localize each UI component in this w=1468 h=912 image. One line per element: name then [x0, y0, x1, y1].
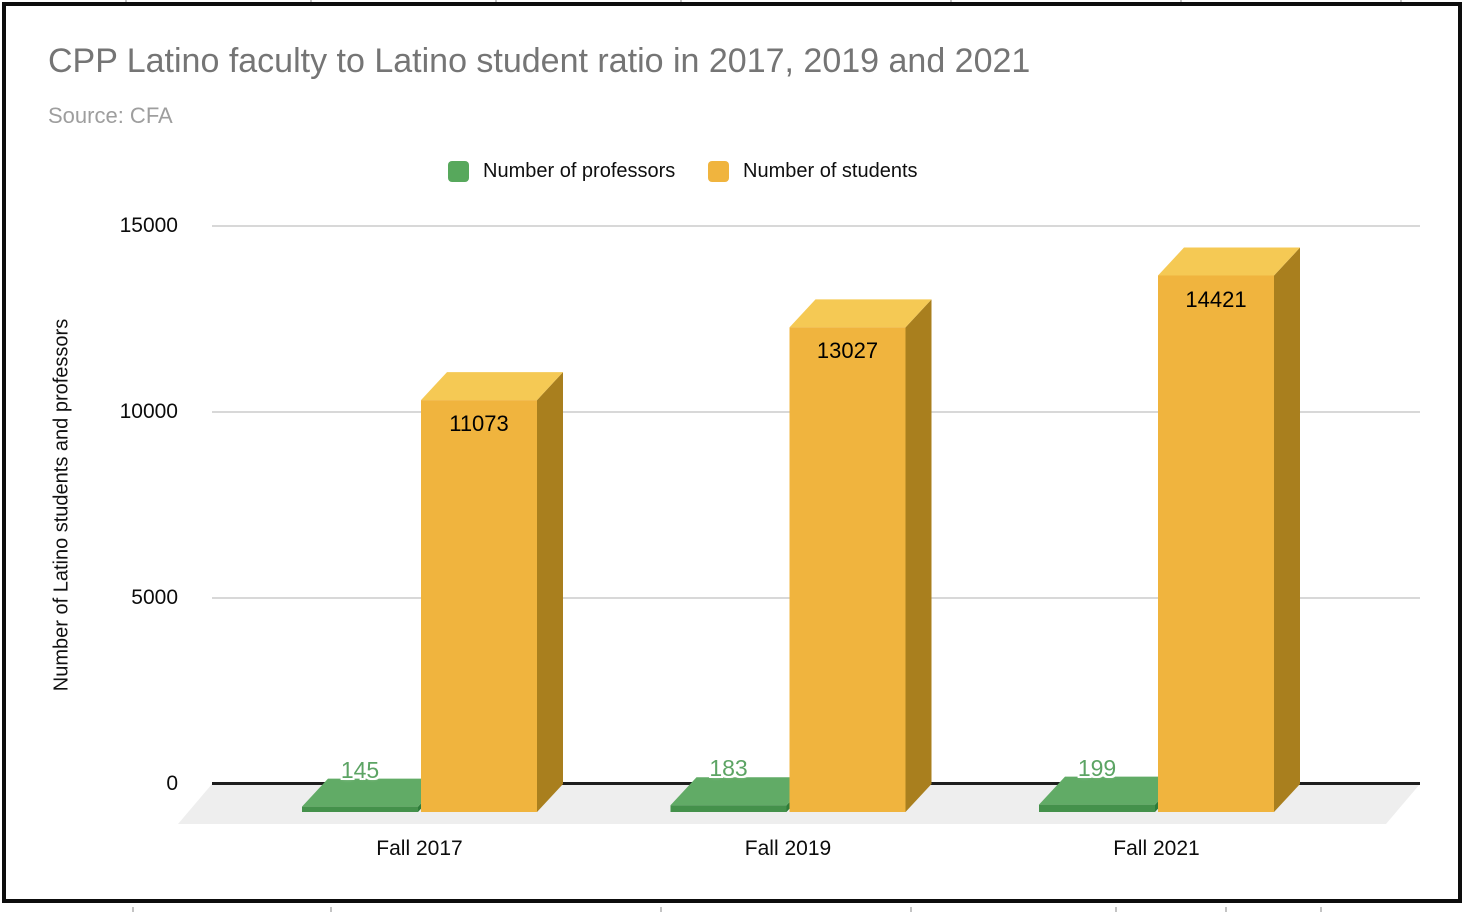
edge-tick: [1115, 907, 1117, 912]
bar-front-face: [302, 806, 418, 813]
edge-tick: [495, 0, 497, 3]
legend-label-professors: Number of professors: [483, 159, 676, 182]
data-label-professors: 145: [340, 756, 380, 783]
x-tick-label: Fall 2019: [744, 837, 832, 860]
edge-tick: [1180, 0, 1182, 3]
data-label-professors: 199: [1077, 754, 1117, 781]
y-tick-label: 10000: [119, 400, 178, 423]
legend-swatch-professors: [448, 160, 469, 182]
y-tick-label: 15000: [119, 214, 178, 237]
bar-top-face: [1158, 247, 1300, 276]
edge-tick: [660, 907, 662, 912]
chart-subtitle: Source: CFA: [48, 103, 173, 128]
data-label-professors: 183: [709, 755, 748, 782]
bar-side-face: [537, 372, 563, 812]
edge-tick: [950, 0, 952, 3]
edge-tick: [1225, 907, 1227, 912]
bar-side-face: [1274, 247, 1300, 813]
legend-label-students: Number of students: [743, 159, 918, 182]
legend-swatch-students: [708, 160, 729, 182]
bar-front-face: [1158, 275, 1274, 813]
chart-title: CPP Latino faculty to Latino student rat…: [48, 42, 1031, 80]
bar-front-face: [1039, 804, 1155, 813]
x-tick-label: Fall 2017: [376, 837, 463, 860]
y-tick-label: 5000: [131, 586, 178, 609]
bar-top-face: [670, 777, 813, 806]
edge-tick: [680, 0, 682, 3]
bar-top-face: [421, 372, 563, 401]
edge-tick: [330, 907, 332, 912]
edge-tick: [310, 0, 312, 3]
data-label-students: 11073: [449, 411, 509, 437]
edge-tick: [1400, 0, 1402, 3]
edge-tick: [1320, 907, 1322, 912]
edge-tick: [910, 907, 912, 912]
edge-tick: [132, 907, 134, 912]
bar-front-face: [421, 400, 537, 812]
edge-tick: [125, 0, 127, 3]
data-label-students: 14421: [1185, 286, 1247, 312]
bar-top-face: [302, 778, 444, 807]
legend-item-professors: Number of professors: [448, 160, 675, 182]
y-tick-label: 0: [166, 772, 178, 795]
bar-side-face: [905, 299, 932, 812]
bar-front-face: [670, 805, 787, 812]
legend-item-students: Number of students: [708, 160, 918, 182]
bar-top-face: [1039, 776, 1181, 805]
gridline: [212, 225, 1420, 227]
data-label-students: 13027: [816, 338, 879, 364]
bar-front-face: [789, 327, 906, 812]
bar-top-face: [789, 299, 932, 328]
x-tick-label: Fall 2021: [1113, 837, 1200, 860]
